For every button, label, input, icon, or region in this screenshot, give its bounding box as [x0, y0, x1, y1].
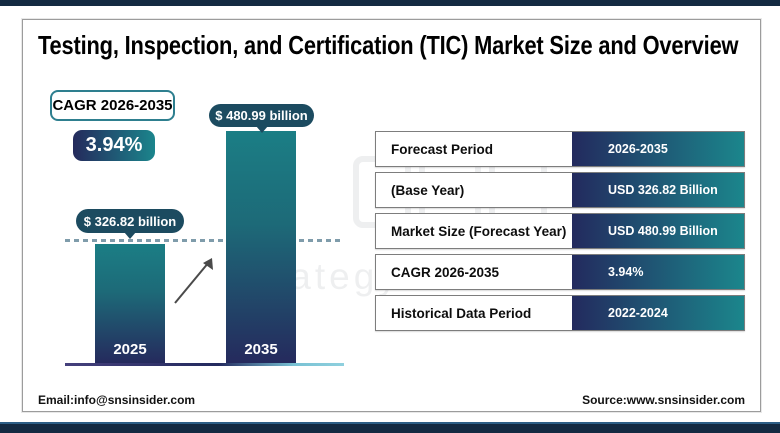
bar-2035: 2035 — [226, 131, 296, 363]
table-row: Historical Data Period 2022-2024 — [375, 295, 745, 331]
table-row-value: USD 480.99 Billion — [572, 214, 744, 248]
reference-dashed-line — [65, 239, 343, 242]
market-info-table: Forecast Period 2026-2035 (Base Year) US… — [375, 131, 745, 336]
cagr-value-badge: 3.94% — [73, 130, 155, 161]
bar-2035-category-label: 2035 — [244, 341, 278, 358]
table-row-label: (Base Year) — [376, 173, 572, 207]
table-row-value: 2026-2035 — [572, 132, 744, 166]
page-title: Testing, Inspection, and Certification (… — [38, 30, 739, 60]
cagr-label-box: CAGR 2026-2035 — [50, 90, 175, 121]
table-row: CAGR 2026-2035 3.94% — [375, 254, 745, 290]
footer-email: Email:info@snsinsider.com — [38, 393, 196, 407]
table-row-label: Historical Data Period — [376, 296, 572, 330]
table-row-value: 2022-2024 — [572, 296, 744, 330]
bar-2035-value-pill: $ 480.99 billion — [209, 104, 314, 127]
bar-2025-value-label: $ 326.82 billion — [83, 213, 177, 229]
bottom-accent-bar — [0, 422, 780, 433]
table-row: Forecast Period 2026-2035 — [375, 131, 745, 167]
table-row-value: 3.94% — [572, 255, 744, 289]
growth-arrow-icon — [174, 258, 213, 304]
content-box: Testing, Inspection, and Certification (… — [22, 19, 761, 412]
table-row-value: USD 326.82 Billion — [572, 173, 744, 207]
table-row: (Base Year) USD 326.82 Billion — [375, 172, 745, 208]
table-row-label: Market Size (Forecast Year) — [376, 214, 572, 248]
chart-baseline — [65, 363, 344, 366]
table-row-label: CAGR 2026-2035 — [376, 255, 572, 289]
table-row: Market Size (Forecast Year) USD 480.99 B… — [375, 213, 745, 249]
bar-2035-value-label: $ 480.99 billion — [215, 108, 308, 123]
bar-2025-value-pill: $ 326.82 billion — [76, 209, 184, 233]
bar-2025: 2025 — [95, 244, 165, 363]
bar-2025-category-label: 2025 — [113, 341, 147, 358]
table-row-label: Forecast Period — [376, 132, 572, 166]
footer-source: Source:www.snsinsider.com — [582, 393, 745, 407]
top-accent-bar — [0, 0, 780, 6]
